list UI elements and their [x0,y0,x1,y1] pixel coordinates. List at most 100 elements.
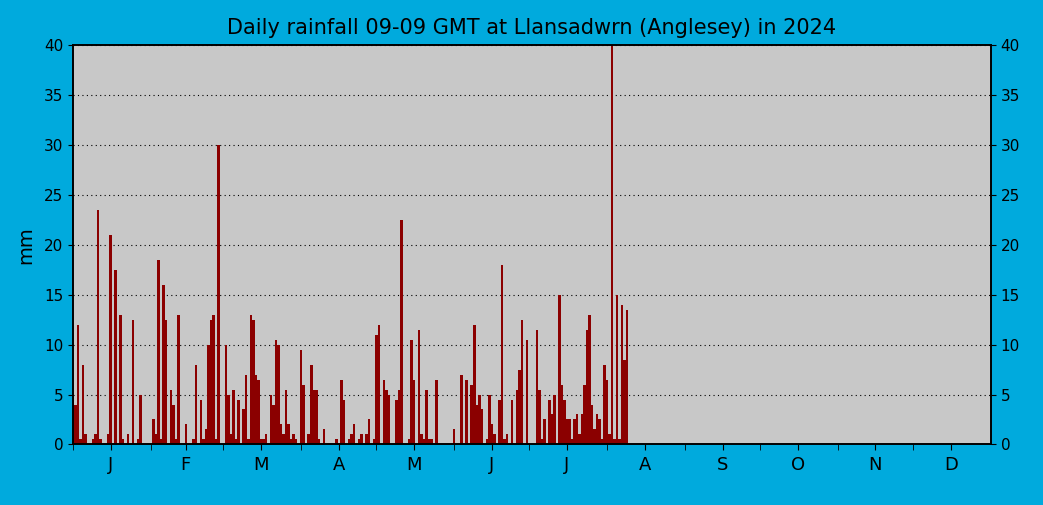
Bar [195,365,197,444]
Bar [215,439,217,444]
Bar [465,380,468,444]
Bar [395,399,397,444]
Bar [506,434,508,444]
Bar [358,439,360,444]
Bar [611,45,613,444]
Bar [154,434,157,444]
Bar [313,389,315,444]
Bar [378,325,381,444]
Bar [538,389,540,444]
Bar [540,439,543,444]
Bar [310,365,313,444]
Bar [270,394,272,444]
Bar [515,389,518,444]
Bar [571,439,574,444]
Bar [217,145,220,444]
Bar [302,385,305,444]
Bar [596,415,599,444]
Bar [192,439,195,444]
Bar [511,399,513,444]
Bar [162,285,165,444]
Bar [140,394,142,444]
Bar [604,365,606,444]
Bar [254,375,258,444]
Bar [174,439,177,444]
Bar [160,439,162,444]
Bar [72,394,74,444]
Bar [272,405,275,444]
Bar [292,434,295,444]
Bar [204,429,208,444]
Bar [74,405,77,444]
Bar [172,405,174,444]
Bar [410,340,413,444]
Bar [350,434,353,444]
Bar [499,399,501,444]
Bar [308,434,310,444]
Bar [300,349,302,444]
Bar [208,344,210,444]
Bar [177,315,179,444]
Bar [227,394,229,444]
Bar [549,399,551,444]
Bar [233,389,235,444]
Bar [616,295,618,444]
Bar [347,439,350,444]
Bar [561,385,563,444]
Bar [280,424,283,444]
Bar [486,439,488,444]
Bar [132,320,135,444]
Bar [518,370,520,444]
Bar [353,424,355,444]
Bar [420,434,422,444]
Title: Daily rainfall 09-09 GMT at Llansadwrn (Anglesey) in 2024: Daily rainfall 09-09 GMT at Llansadwrn (… [227,18,836,38]
Bar [613,439,616,444]
Bar [526,340,528,444]
Bar [360,434,363,444]
Bar [315,389,317,444]
Bar [340,380,342,444]
Bar [122,439,124,444]
Bar [295,439,297,444]
Bar [476,405,478,444]
Bar [212,315,215,444]
Bar [97,210,99,444]
Bar [247,439,250,444]
Bar [277,344,280,444]
Bar [335,439,338,444]
Bar [413,380,415,444]
Bar [621,305,624,444]
Bar [578,434,581,444]
Bar [401,220,403,444]
Bar [536,330,538,444]
Bar [591,405,593,444]
Bar [229,434,233,444]
Bar [574,420,576,444]
Bar [265,434,267,444]
Bar [119,315,122,444]
Bar [245,375,247,444]
Bar [199,399,202,444]
Bar [258,380,260,444]
Bar [426,389,428,444]
Bar [250,315,252,444]
Bar [157,260,160,444]
Bar [422,439,426,444]
Bar [77,325,79,444]
Bar [368,420,370,444]
Bar [99,439,102,444]
Bar [94,434,97,444]
Bar [275,340,277,444]
Bar [501,265,503,444]
Bar [588,315,591,444]
Bar [453,429,456,444]
Bar [383,380,385,444]
Bar [242,410,245,444]
Bar [583,385,586,444]
Bar [408,439,410,444]
Bar [252,320,254,444]
Bar [601,439,604,444]
Bar [472,325,476,444]
Bar [551,415,553,444]
Bar [435,380,438,444]
